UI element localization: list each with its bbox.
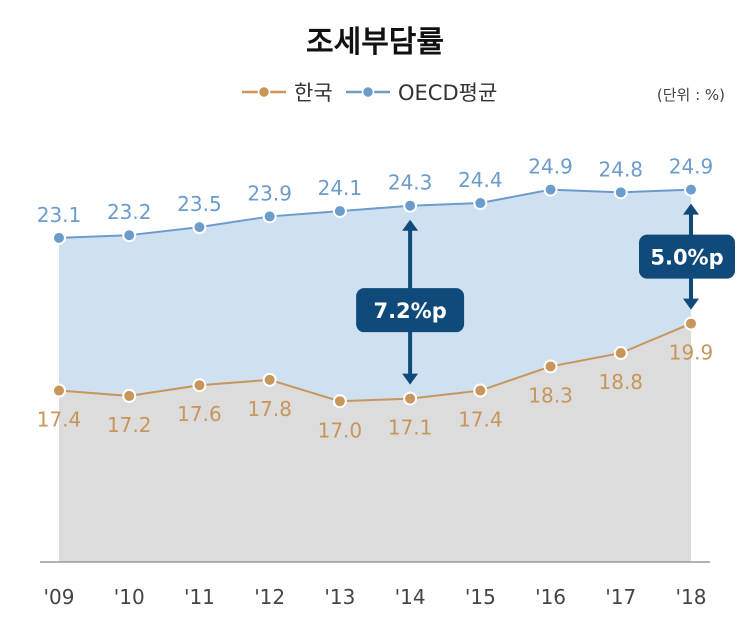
oecd-line [58, 188, 692, 239]
x-tick-label: '10 [114, 585, 145, 609]
korea-value-label: 17.4 [458, 408, 503, 432]
legend-korea-marker [257, 85, 271, 99]
oecd-point [543, 182, 558, 197]
oecd-point [262, 209, 277, 224]
korea-value-label: 18.3 [528, 383, 573, 407]
korea-point [122, 388, 137, 403]
oecd-point [122, 228, 137, 243]
oecd-value-label: 23.9 [247, 181, 292, 205]
oecd-point [403, 198, 418, 213]
oecd-value-label: 24.4 [458, 168, 503, 192]
oecd-point [192, 220, 207, 235]
x-tick-label: '12 [254, 585, 285, 609]
oecd-point [332, 204, 347, 219]
gap-arrow-head-down [683, 298, 699, 310]
x-tick-label: '11 [184, 585, 215, 609]
gap-arrow-head-up [683, 203, 699, 215]
korea-point [262, 372, 277, 387]
gap-arrow-head-up [402, 219, 419, 231]
x-tick-label: '17 [605, 585, 636, 609]
oecd-value-label: 23.5 [177, 192, 222, 216]
korea-point [52, 383, 66, 398]
korea-value-label: 17.8 [247, 397, 292, 421]
korea-area [59, 323, 691, 562]
plot-area: 7.2%p 5.0%p 23.1 23.2 23.5 23.9 24.1 24.3 24.4 24… [37, 155, 735, 609]
korea-value-label: 17.4 [37, 408, 82, 432]
gap-badge-label: 7.2%p [373, 299, 446, 323]
legend-oecd-marker [361, 85, 375, 99]
gap-arrow-head-down [402, 373, 419, 385]
oecd-value-label: 24.1 [318, 176, 363, 200]
oecd-point [684, 182, 698, 197]
oecd-value-label: 23.2 [107, 200, 152, 224]
gap-badge-label: 5.0%p [650, 246, 723, 270]
gap-badge [639, 234, 735, 279]
x-tick-label: '09 [44, 585, 75, 609]
korea-point [403, 391, 418, 406]
oecd-value-label: 24.3 [388, 171, 433, 195]
korea-value-label: 17.6 [177, 402, 222, 426]
legend-oecd-label: OECD평균 [398, 81, 497, 105]
korea-point [543, 359, 558, 374]
x-tick-label: '14 [395, 585, 426, 609]
oecd-value-label: 23.1 [37, 203, 82, 227]
korea-point [684, 316, 698, 331]
oecd-point [473, 196, 488, 211]
korea-value-label: 19.9 [669, 341, 714, 365]
korea-value-label: 17.2 [107, 413, 152, 437]
korea-value-label: 17.1 [388, 416, 433, 440]
x-tick-label: '13 [324, 585, 355, 609]
korea-point [473, 383, 488, 398]
legend: 한국 OECD평균 [242, 81, 497, 105]
oecd-point [613, 185, 628, 200]
gap-badge [356, 288, 465, 333]
x-tick-label: '15 [465, 585, 496, 609]
oecd-point [52, 230, 66, 245]
x-tick-label: '18 [676, 585, 707, 609]
korea-value-label: 18.8 [599, 370, 644, 394]
unit-note: (단위 : %) [657, 86, 725, 104]
oecd-value-label: 24.9 [669, 155, 714, 179]
oecd-value-label: 24.8 [599, 157, 644, 181]
korea-value-label: 17.0 [318, 418, 363, 442]
korea-line [58, 322, 692, 403]
korea-point [613, 346, 628, 361]
oecd-value-label: 24.9 [528, 155, 573, 179]
chart-title: 조세부담률 [306, 25, 444, 60]
korea-point [332, 394, 347, 409]
korea-point [192, 378, 207, 393]
x-tick-label: '16 [535, 585, 566, 609]
legend-korea-label: 한국 [294, 81, 333, 105]
